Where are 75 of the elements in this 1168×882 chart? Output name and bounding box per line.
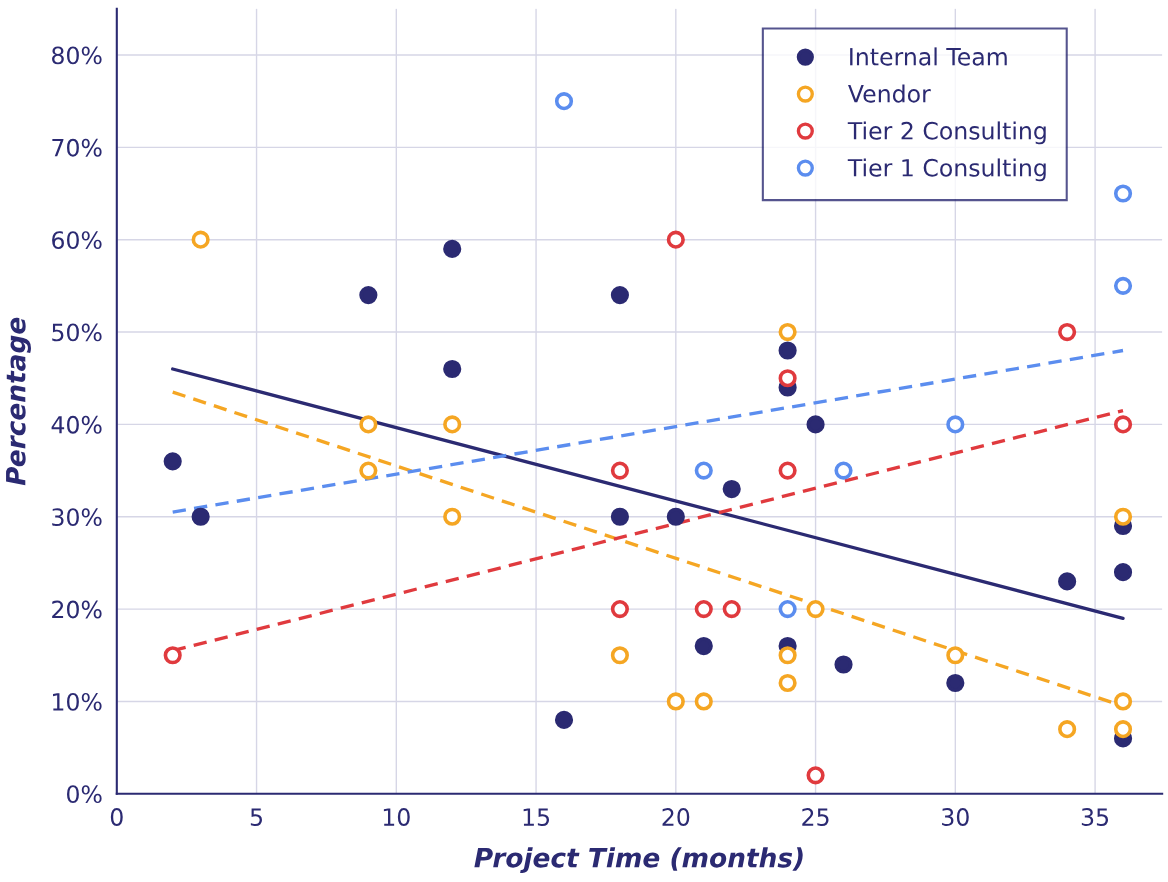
- point: [694, 461, 713, 480]
- y-axis-title: Percentage: [6, 317, 31, 486]
- point: [666, 692, 685, 711]
- point: [722, 600, 741, 619]
- point: [946, 646, 965, 665]
- point: [191, 230, 210, 249]
- point: [722, 479, 741, 499]
- point: [778, 461, 797, 480]
- point: [778, 322, 797, 342]
- x-tick-label: 35: [1081, 808, 1109, 826]
- point: [694, 692, 713, 711]
- point: [1058, 572, 1077, 591]
- x-tick-label: 25: [802, 808, 829, 826]
- point: [666, 230, 685, 249]
- legend-label: Tier 2 Consulting: [847, 121, 1046, 145]
- point: [946, 673, 965, 693]
- y-tick-label: 50%: [52, 323, 102, 342]
- point: [1113, 184, 1133, 203]
- point: [834, 655, 853, 674]
- point: [1113, 563, 1133, 582]
- point: [1058, 720, 1077, 739]
- y-tick-label: 70%: [52, 138, 102, 157]
- point: [666, 507, 685, 526]
- point: [1058, 322, 1077, 342]
- point: [778, 673, 797, 693]
- x-tick-label: 30: [942, 808, 969, 826]
- point: [359, 286, 378, 305]
- y-tick-label: 40%: [51, 415, 102, 434]
- point: [443, 415, 462, 434]
- legend-label: Internal Team: [850, 47, 1007, 66]
- point: [806, 415, 825, 434]
- point: [610, 461, 630, 480]
- point: [806, 766, 825, 785]
- point: [610, 646, 630, 665]
- y-tick-label: 10%: [53, 692, 102, 711]
- point: [834, 461, 853, 480]
- point: [694, 636, 713, 656]
- point: [806, 600, 825, 619]
- y-tick-label: 0%: [67, 785, 102, 804]
- legend-label: Tier 1 Consulting: [847, 158, 1046, 182]
- point: [946, 415, 965, 434]
- x-axis-title: Project Time (months): [474, 847, 803, 873]
- point: [1113, 720, 1133, 739]
- point: [610, 286, 630, 305]
- x-tick-label: 20: [662, 808, 690, 826]
- point: [554, 710, 574, 730]
- y-tick-label: 20%: [52, 600, 102, 619]
- point: [443, 507, 462, 526]
- point: [443, 239, 462, 259]
- point: [610, 600, 630, 619]
- y-tick-label: 30%: [52, 508, 102, 527]
- point: [778, 369, 797, 388]
- point: [163, 452, 182, 471]
- point: [191, 507, 210, 526]
- point: [778, 341, 797, 360]
- x-tick-label: 5: [250, 808, 262, 826]
- y-tick-label: 60%: [52, 231, 102, 249]
- point: [1113, 276, 1133, 295]
- point: [163, 646, 182, 665]
- x-tick-label: 10: [383, 808, 410, 826]
- point: [1113, 415, 1133, 434]
- point: [610, 507, 630, 526]
- point: [778, 600, 797, 619]
- point: [359, 461, 378, 480]
- x-tick-label: 0: [110, 808, 123, 826]
- point: [554, 92, 574, 111]
- point: [359, 415, 378, 434]
- point: [694, 600, 713, 619]
- point: [1113, 507, 1133, 526]
- point: [778, 646, 797, 665]
- point: [1113, 692, 1133, 711]
- legend-label: Vendor: [848, 84, 931, 103]
- y-tick-label: 80%: [52, 46, 102, 65]
- x-tick-label: 15: [523, 808, 550, 826]
- point: [443, 359, 462, 379]
